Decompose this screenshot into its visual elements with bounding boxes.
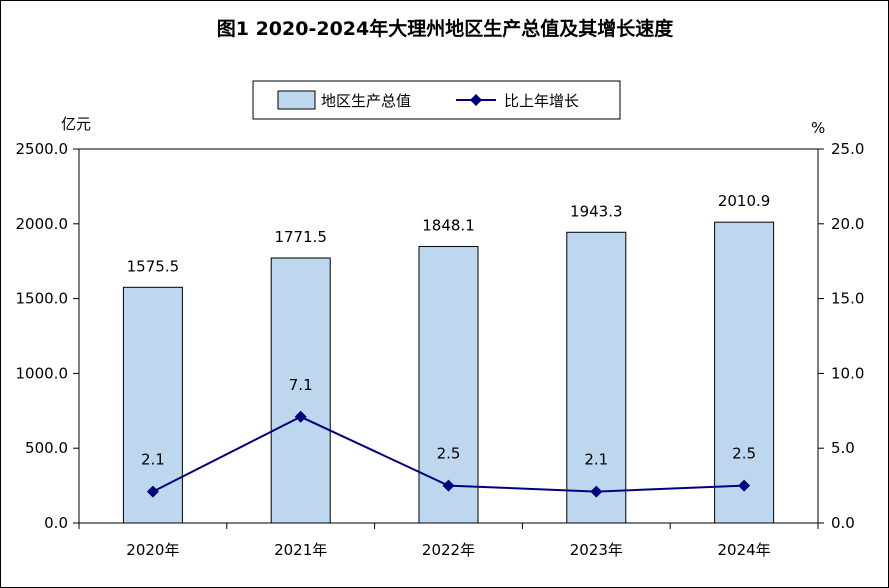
bar xyxy=(714,221,775,524)
y-left-tick-label: 0.0 xyxy=(44,514,68,532)
growth-data-label: 2.1 xyxy=(141,451,165,469)
y-left-tick-label: 2000.0 xyxy=(16,215,69,233)
y-left-tick-label: 2500.0 xyxy=(16,140,69,158)
x-axis: 2020年 2021年 2022年 2023年 2024年 xyxy=(78,523,819,559)
x-tick-label: 2024年 xyxy=(718,541,771,559)
growth-point xyxy=(442,479,455,492)
legend-swatch-growth-marker xyxy=(470,94,482,106)
x-tick-label: 2020年 xyxy=(126,541,179,559)
growth-data-label: 7.1 xyxy=(289,376,313,394)
line-series-growth xyxy=(146,410,751,498)
bar-series-gdp xyxy=(122,221,775,524)
legend-label-gdp: 地区生产总值 xyxy=(321,92,411,110)
bar-data-label: 1575.5 xyxy=(127,257,180,275)
x-tick-label: 2021年 xyxy=(274,541,327,559)
y-right-tick-label: 0.0 xyxy=(831,514,855,532)
growth-data-label: 2.5 xyxy=(437,445,461,463)
growth-point xyxy=(738,479,751,492)
legend-label-growth: 比上年增长 xyxy=(504,92,579,110)
growth-point xyxy=(146,485,159,498)
y-right-tick-label: 5.0 xyxy=(831,439,855,457)
y-left-unit: 亿元 xyxy=(61,115,91,133)
line-labels: 2.1 7.1 2.5 2.1 2.5 xyxy=(141,376,756,469)
y-right-unit: % xyxy=(811,119,825,137)
legend: 地区生产总值 比上年增长 xyxy=(252,80,621,120)
growth-data-label: 2.5 xyxy=(732,445,756,463)
bar xyxy=(270,257,331,524)
y-right-tick-label: 15.0 xyxy=(831,290,864,308)
growth-data-label: 2.1 xyxy=(584,451,608,469)
y-right-tick-label: 20.0 xyxy=(831,215,864,233)
x-tick-label: 2023年 xyxy=(570,541,623,559)
y-left-tick-label: 500.0 xyxy=(25,439,68,457)
y-left-tick-label: 1000.0 xyxy=(16,364,69,382)
bar-data-label: 1848.1 xyxy=(422,217,475,235)
bar-data-label: 1771.5 xyxy=(274,228,327,246)
y-right-tick-label: 25.0 xyxy=(831,140,864,158)
y-left-axis: 0.0 500.0 1000.0 1500.0 2000.0 2500.0 xyxy=(16,140,79,532)
bar xyxy=(566,231,627,524)
bar-data-label: 2010.9 xyxy=(718,192,771,210)
y-left-tick-label: 1500.0 xyxy=(16,290,69,308)
legend-swatch-gdp xyxy=(277,90,316,110)
y-right-tick-label: 10.0 xyxy=(831,364,864,382)
bar-labels: 1575.5 1771.5 1848.1 1943.3 2010.9 xyxy=(127,192,771,275)
bar-data-label: 1943.3 xyxy=(570,202,623,220)
x-tick-label: 2022年 xyxy=(422,541,475,559)
chart-title: 图1 2020-2024年大理州地区生产总值及其增长速度 xyxy=(217,17,674,40)
bar xyxy=(122,286,183,524)
y-right-axis: 0.0 5.0 10.0 15.0 20.0 25.0 xyxy=(818,140,864,532)
growth-point xyxy=(590,485,603,498)
growth-point xyxy=(294,410,307,423)
